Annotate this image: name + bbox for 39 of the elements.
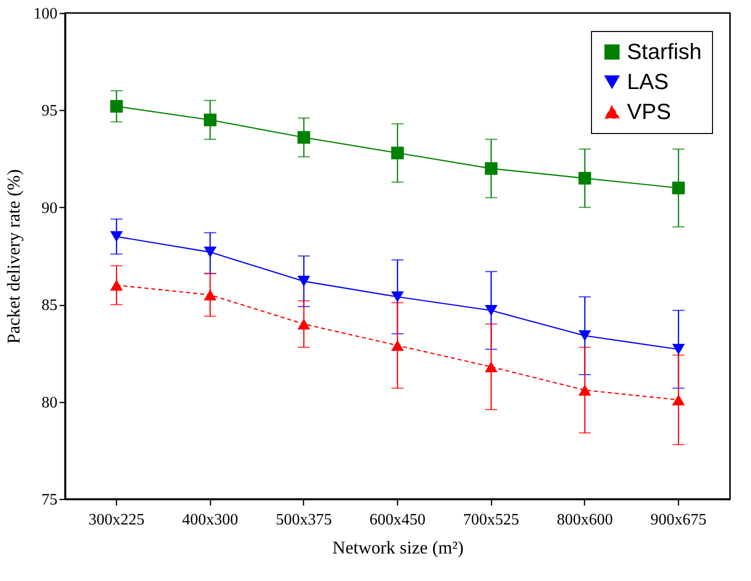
point	[391, 340, 404, 351]
x-tick-label: 300x225	[88, 512, 145, 528]
x-tick-label: 700x525	[463, 512, 520, 528]
x-tick-label: 800x600	[556, 512, 613, 528]
point	[298, 318, 310, 330]
y-tick-label: 80	[42, 394, 58, 412]
point	[578, 330, 592, 342]
point	[204, 289, 216, 300]
point	[391, 291, 404, 302]
x-tick-label: 400x300	[182, 512, 238, 528]
y-tick-label: 100	[34, 6, 58, 22]
point	[672, 394, 685, 406]
point	[578, 384, 592, 396]
point	[484, 304, 498, 316]
legend-label: VPS	[627, 99, 672, 124]
y-axis-title: Packet delivery rate (%)	[4, 169, 24, 344]
point	[298, 276, 310, 287]
point	[204, 246, 216, 258]
y-tick-label: 75	[42, 492, 58, 508]
point	[110, 231, 123, 242]
x-tick-label: 600x450	[370, 512, 426, 528]
x-tick-label: 500x375	[276, 512, 332, 528]
point	[484, 361, 498, 372]
point	[391, 146, 404, 160]
y-tick-label: 85	[42, 297, 58, 314]
point	[672, 344, 685, 355]
point	[484, 162, 498, 175]
legend-label: LAS	[627, 69, 669, 94]
point	[298, 131, 310, 144]
x-axis-title: Network size (m²)	[332, 538, 464, 558]
point	[110, 100, 123, 113]
y-tick-label: 95	[42, 102, 58, 120]
point	[110, 280, 123, 291]
legend-label: Starfish	[627, 39, 702, 64]
point	[204, 114, 216, 126]
point	[672, 182, 685, 194]
y-tick-label: 90	[42, 200, 58, 217]
x-tick-label: 900x675	[650, 512, 706, 528]
point	[578, 172, 592, 185]
